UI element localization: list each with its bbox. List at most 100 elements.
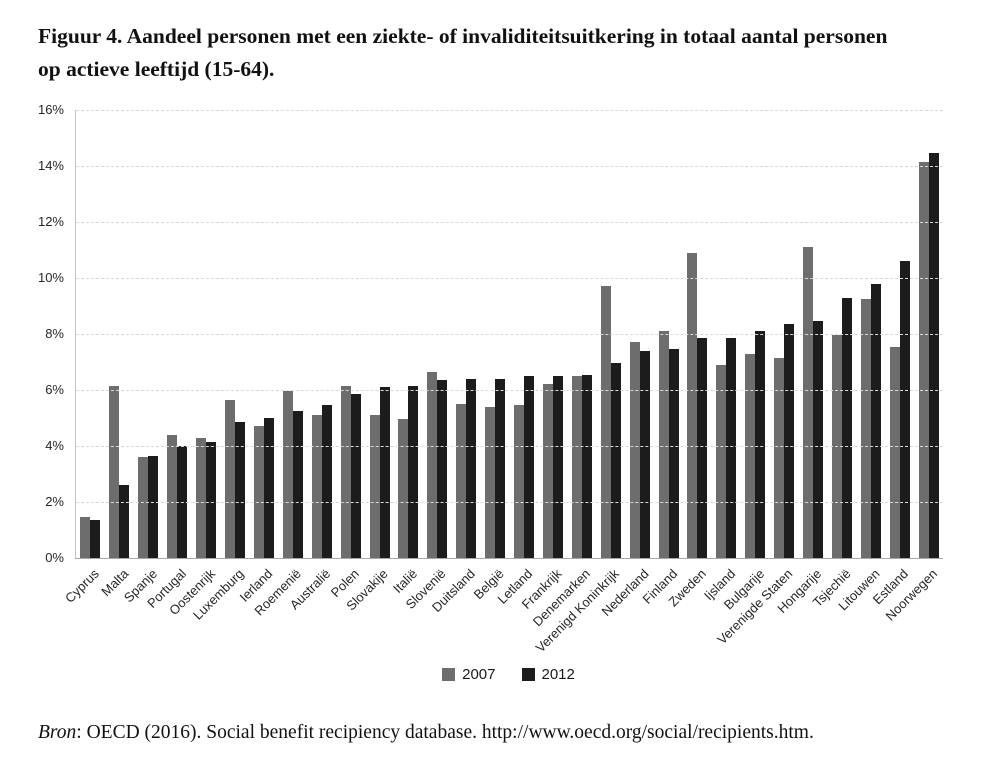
gridline-12 xyxy=(76,222,943,223)
y-tick-label-6: 6% xyxy=(45,382,64,397)
bar-2012-verenigd-koninkrijk xyxy=(610,363,621,558)
bar-2007-denemarken xyxy=(571,376,582,558)
bar-2012-belgi- xyxy=(495,378,506,558)
bar-series-container xyxy=(76,110,943,558)
legend-item-2007: 2007 xyxy=(442,666,496,683)
gridline-8 xyxy=(76,334,943,335)
gridline-14 xyxy=(76,166,943,167)
bar-group-polen xyxy=(336,110,365,558)
figure-title: Figuur 4. Aandeel personen met een ziekt… xyxy=(38,20,963,86)
gridline-10 xyxy=(76,278,943,279)
bar-2007-roemeni- xyxy=(282,391,293,558)
y-tick-label-14: 14% xyxy=(37,158,64,173)
bar-2012-denemarken xyxy=(581,374,592,558)
bar-2012-australi- xyxy=(321,405,332,558)
bar-2012-slovakije xyxy=(379,387,390,558)
bar-2007-luxemburg xyxy=(224,399,235,558)
bar-2007-letland xyxy=(514,405,525,558)
bar-group-zweden xyxy=(683,110,712,558)
bar-2012-letland xyxy=(524,376,535,558)
y-tick-label-8: 8% xyxy=(45,326,64,341)
gridline-4 xyxy=(76,446,943,447)
bar-2007-litouwen xyxy=(860,299,871,558)
bar-2012-tsjechi- xyxy=(842,297,853,558)
legend-label-2012: 2012 xyxy=(541,666,575,683)
bar-group-ijsland xyxy=(712,110,741,558)
bar-2007-noorwegen xyxy=(918,161,929,558)
bar-2012-ierland xyxy=(263,418,274,558)
y-tick-label-4: 4% xyxy=(45,438,64,453)
bar-group-letland xyxy=(510,110,539,558)
bar-2012-ijsland xyxy=(726,338,737,558)
legend-item-2012: 2012 xyxy=(521,666,575,683)
figure-title-line-1: Figuur 4. Aandeel personen met een ziekt… xyxy=(38,24,888,48)
bar-2012-sloveni- xyxy=(437,380,448,558)
bar-2012-cyprus xyxy=(90,520,101,558)
bar-2012-bulgarije xyxy=(755,331,766,558)
bar-group-frankrijk xyxy=(539,110,568,558)
bar-2007-bulgarije xyxy=(745,353,756,558)
source-note: Bron: OECD (2016). Social benefit recipi… xyxy=(38,722,814,744)
bar-group-ierland xyxy=(249,110,278,558)
gridline-2 xyxy=(76,502,943,503)
bar-2007-australi- xyxy=(311,415,322,558)
bar-group-oostenrijk xyxy=(192,110,221,558)
y-tick-label-12: 12% xyxy=(37,214,64,229)
y-tick-label-16: 16% xyxy=(37,102,64,117)
bar-group-nederland xyxy=(625,110,654,558)
bar-2012-roemeni- xyxy=(292,411,303,558)
bar-2007-duitsland xyxy=(456,404,467,558)
bar-2007-oostenrijk xyxy=(196,437,207,558)
bar-2012-luxemburg xyxy=(234,422,245,558)
bar-2012-oostenrijk xyxy=(206,441,217,558)
bar-2012-itali- xyxy=(408,385,419,558)
bar-group-roemeni- xyxy=(278,110,307,558)
bar-group-estland xyxy=(885,110,914,558)
y-tick-label-0: 0% xyxy=(45,550,64,565)
bar-group-duitsland xyxy=(452,110,481,558)
legend-swatch-2007 xyxy=(442,668,456,681)
bar-group-itali- xyxy=(394,110,423,558)
y-tick-label-10: 10% xyxy=(37,270,64,285)
bar-2007-finland xyxy=(658,331,669,558)
bar-group-finland xyxy=(654,110,683,558)
x-tick-label-cyprus: Cyprus xyxy=(62,566,103,606)
gridline-6 xyxy=(76,390,943,391)
bar-2012-hongarije xyxy=(813,321,824,558)
bar-group-luxemburg xyxy=(221,110,250,558)
bar-2007-spanje xyxy=(138,457,149,558)
gridline-16 xyxy=(76,110,943,111)
legend: 2007 2012 xyxy=(75,666,942,683)
bar-2012-polen xyxy=(350,394,361,558)
source-note-label: Bron xyxy=(38,722,77,743)
bar-2012-duitsland xyxy=(466,378,477,558)
x-axis: Cyprus Malta Spanje Portugal Oostenrijk Luxem… xyxy=(62,558,942,668)
bar-2007-verenigd-koninkrijk xyxy=(600,286,611,558)
bar-group-litouwen xyxy=(856,110,885,558)
bar-2007-sloveni- xyxy=(427,371,438,558)
bar-2007-malta xyxy=(109,385,120,558)
bar-2007-ierland xyxy=(253,426,264,558)
bar-group-noorwegen xyxy=(914,110,943,558)
bar-group-malta xyxy=(105,110,134,558)
bar-group-australi- xyxy=(307,110,336,558)
bar-2012-litouwen xyxy=(870,283,881,558)
bar-group-verenigd-koninkrijk xyxy=(596,110,625,558)
bar-group-hongarije xyxy=(799,110,828,558)
bar-2012-verenigde-staten xyxy=(784,324,795,558)
bar-2012-zweden xyxy=(697,338,708,558)
bar-2012-frankrijk xyxy=(552,376,563,558)
legend-swatch-2012 xyxy=(521,668,535,681)
bar-group-verenigde-staten xyxy=(770,110,799,558)
bar-2007-zweden xyxy=(687,252,698,558)
bar-group-denemarken xyxy=(567,110,596,558)
bar-2012-nederland xyxy=(639,350,650,558)
bar-group-spanje xyxy=(134,110,163,558)
bar-2007-portugal xyxy=(167,434,178,558)
bar-2007-ijsland xyxy=(716,364,727,558)
bar-group-belgi- xyxy=(481,110,510,558)
bar-2007-estland xyxy=(889,346,900,558)
bar-2007-polen xyxy=(340,385,351,558)
bar-2007-slovakije xyxy=(369,415,380,558)
